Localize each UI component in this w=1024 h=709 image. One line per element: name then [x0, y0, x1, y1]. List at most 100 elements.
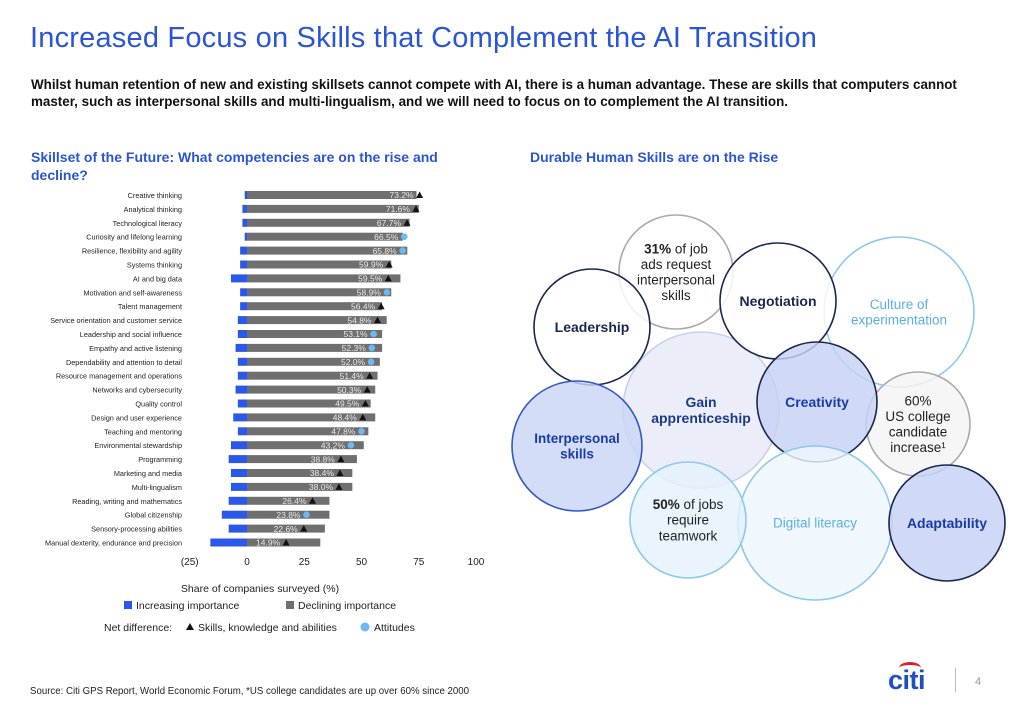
category-label: Reading, writing and mathematics: [72, 497, 182, 506]
category-label: Resource management and operations: [56, 372, 183, 381]
declining-bar: [247, 469, 353, 477]
increasing-bar: [237, 399, 247, 408]
net-value-label: 56.4%: [351, 301, 376, 311]
digital-bubble-text: Digital literacy: [773, 516, 857, 531]
net-value-label: 71.6%: [386, 204, 411, 214]
legend-declining-swatch: [286, 601, 294, 609]
declining-bar: [247, 385, 376, 394]
declining-bar: [247, 330, 383, 338]
increasing-bar: [230, 441, 247, 450]
net-skills-marker: [385, 261, 393, 268]
declining-bar: [247, 218, 410, 227]
x-tick-label: (25): [181, 557, 199, 568]
increasing-bar: [237, 371, 247, 380]
category-label: Talent management: [118, 302, 182, 311]
legend-attitudes-marker: [360, 622, 370, 632]
increasing-bar: [240, 246, 247, 255]
net-skills-marker: [373, 316, 381, 324]
college-bubble-text: candidate: [889, 424, 948, 439]
increasing-bar: [235, 343, 247, 352]
net-attitudes-marker: [303, 511, 310, 518]
category-label: Creative thinking: [128, 191, 182, 200]
net-value-label: 43.2%: [321, 440, 346, 450]
net-value-label: 52.3%: [342, 343, 367, 353]
net-skills-marker: [335, 483, 343, 490]
increasing-bar: [244, 191, 247, 199]
category-label: Leadership and social influence: [80, 330, 182, 339]
net-skills-marker: [377, 302, 385, 310]
net-skills-marker: [363, 386, 371, 393]
x-tick-label: 100: [468, 557, 485, 568]
net-skills-marker: [336, 469, 344, 476]
net-attitudes-marker: [367, 358, 375, 366]
page-title: Increased Focus on Skills that Complemen…: [30, 22, 818, 54]
declining-bar: [247, 427, 369, 436]
increasing-bar: [237, 427, 247, 436]
leadership-bubble-text: Leadership: [555, 319, 630, 335]
net-value-label: 59.9%: [359, 260, 384, 270]
increasing-bar: [230, 469, 247, 477]
interpersonal-bubble-text: Interpersonal: [534, 431, 620, 446]
increasing-bar: [237, 357, 247, 366]
category-label: Systems thinking: [127, 261, 182, 270]
college-bubble-text: US college: [885, 409, 950, 424]
increasing-bar: [230, 274, 247, 283]
legend-skills-label: Skills, knowledge and abilities: [198, 622, 337, 634]
net-value-label: 47.8%: [331, 427, 356, 437]
x-axis-label: Share of companies surveyed (%): [181, 583, 339, 595]
x-tick-label: 25: [299, 557, 311, 568]
citi-logo: citi: [888, 665, 926, 695]
declining-bar: [247, 343, 383, 352]
net-value-label: 14.9%: [256, 538, 281, 548]
net-attitudes-marker: [368, 344, 376, 352]
chart-section-title: Skillset of the Future: What competencie…: [31, 149, 438, 183]
interpersonal-bubble: [511, 380, 643, 512]
net-value-label: 49.5%: [335, 399, 360, 409]
declining-bar: [247, 260, 392, 269]
increasing-bar: [237, 316, 247, 325]
declining-bar: [247, 413, 376, 422]
jobads-bubble-stat: 31%: [644, 241, 671, 256]
jobads-bubble-text: 31% of job: [644, 241, 708, 256]
legend-declining-label: Declining importance: [298, 600, 396, 612]
category-label: Design and user experience: [91, 413, 182, 422]
gain-bubble-text: Gain: [685, 394, 716, 410]
culture-bubble-text: experimentation: [851, 312, 947, 327]
declining-bar: [247, 302, 383, 311]
x-tick-label: 0: [244, 557, 250, 568]
teamwork-bubble-text: require: [667, 513, 709, 528]
culture-bubble-text: Culture of: [870, 297, 929, 312]
category-label: Quality control: [135, 400, 182, 409]
net-skills-marker: [403, 219, 411, 226]
net-skills-marker: [308, 497, 316, 504]
legend-increasing-label: Increasing importance: [136, 600, 239, 612]
net-skills-marker: [337, 455, 345, 463]
category-label: Sensory-processing abilities: [91, 525, 182, 534]
teamwork-bubble-stat: 50%: [653, 497, 680, 512]
declining-bar: [247, 455, 357, 464]
net-skills-marker: [282, 539, 290, 546]
declining-bar: [247, 441, 364, 450]
adaptability-bubble: [888, 464, 1006, 582]
increasing-bar: [244, 232, 247, 241]
footer-divider: [955, 668, 956, 692]
declining-bar: [247, 357, 380, 366]
increasing-bar: [221, 510, 247, 519]
page-subtitle: Whilst human retention of new and existi…: [31, 77, 957, 109]
teamwork-bubble-text-part: of jobs: [680, 497, 724, 512]
category-label: Technological literacy: [113, 219, 183, 228]
increasing-bar: [228, 455, 247, 464]
declining-bar: [247, 399, 371, 408]
category-label: Manual dexterity, endurance and precisio…: [45, 539, 182, 548]
net-value-label: 26.4%: [282, 496, 307, 506]
legend-skills-marker: [186, 623, 194, 630]
declining-bar: [247, 316, 387, 325]
net-skills-marker: [416, 191, 424, 198]
category-label: Programming: [138, 455, 182, 464]
x-tick-label: 75: [413, 557, 425, 568]
category-label: Multi-lingualism: [132, 483, 182, 492]
increasing-bar: [210, 538, 247, 547]
net-skills-marker: [300, 525, 308, 532]
adaptability-bubble-text: Adaptability: [907, 515, 987, 531]
